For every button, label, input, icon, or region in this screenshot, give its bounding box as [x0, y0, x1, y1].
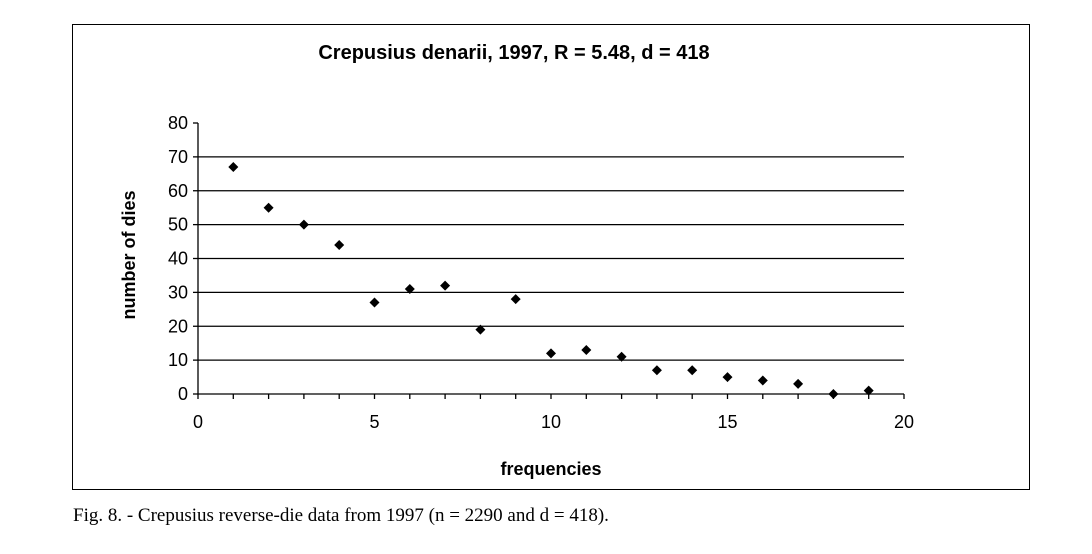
chart: Crepusius denarii, 1997, R = 5.48, d = 4…: [119, 42, 914, 479]
x-tick-label: 15: [717, 412, 737, 432]
data-point: [440, 280, 451, 291]
data-point: [687, 365, 698, 376]
y-axis-ticks: 0 10 20 30 40 50 60 70 80: [168, 113, 198, 404]
data-point: [334, 239, 345, 250]
data-point: [263, 202, 274, 213]
x-tick-label: 10: [541, 412, 561, 432]
y-axis-label: number of dies: [119, 190, 139, 319]
x-tick-label: 0: [193, 412, 203, 432]
y-tick-label: 40: [168, 249, 188, 269]
y-tick-label: 30: [168, 282, 188, 302]
x-axis-ticks: 0 5 10 15 20: [193, 394, 914, 432]
y-tick-label: 80: [168, 113, 188, 133]
data-point: [475, 324, 486, 335]
y-tick-label: 20: [168, 316, 188, 336]
data-point: [793, 378, 804, 389]
x-tick-label: 5: [369, 412, 379, 432]
data-point: [616, 351, 627, 362]
chart-title: Crepusius denarii, 1997, R = 5.48, d = 4…: [318, 42, 709, 64]
data-point: [828, 389, 839, 399]
x-tick-label: 20: [894, 412, 914, 432]
y-tick-label: 60: [168, 181, 188, 201]
data-point: [651, 365, 662, 376]
data-points: [228, 162, 874, 399]
figure-frame: Crepusius denarii, 1997, R = 5.48, d = 4…: [72, 24, 1030, 490]
data-point: [722, 372, 733, 383]
y-tick-label: 0: [178, 384, 188, 404]
y-tick-label: 70: [168, 147, 188, 167]
data-point: [228, 162, 239, 173]
data-point: [546, 348, 556, 359]
data-point: [757, 375, 768, 386]
x-axis-label: frequencies: [500, 459, 601, 479]
y-tick-label: 10: [168, 350, 188, 370]
data-point: [863, 385, 874, 396]
data-point: [298, 219, 309, 230]
figure-caption: Fig. 8. - Crepusius reverse-die data fro…: [73, 505, 609, 526]
gridlines: [198, 156, 904, 361]
y-tick-label: 50: [168, 215, 188, 235]
data-point: [510, 294, 521, 305]
data-point: [581, 344, 592, 355]
data-point: [404, 283, 415, 294]
data-point: [369, 297, 380, 308]
